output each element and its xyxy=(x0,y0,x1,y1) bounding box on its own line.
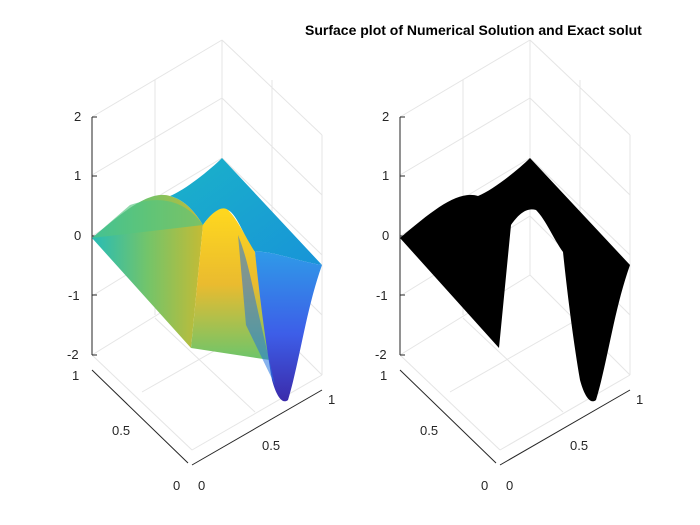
surface-exact xyxy=(400,158,630,402)
z-tick-label: -1 xyxy=(376,288,388,303)
y-tick-label: 0.5 xyxy=(420,423,438,438)
y-tick-label: 0 xyxy=(173,478,180,493)
z-tick-label: 1 xyxy=(382,168,389,183)
x-tick-label: 0.5 xyxy=(262,438,280,453)
right-axes: 2 1 0 -1 -2 1 0.5 0 0 0.5 1 xyxy=(375,39,643,493)
y-tick-label: 1 xyxy=(380,368,387,383)
z-tick-label: 2 xyxy=(382,109,389,124)
z-tick-label: 2 xyxy=(74,109,81,124)
z-tick-label: 1 xyxy=(74,168,81,183)
z-tick-label: -2 xyxy=(67,347,79,362)
left-axes: 2 1 0 -1 -2 1 0.5 0 0 0.5 1 xyxy=(67,39,335,493)
z-tick-label: -1 xyxy=(68,288,80,303)
x-tick-label: 0.5 xyxy=(570,438,588,453)
chart-title: Surface plot of Numerical Solution and E… xyxy=(305,22,642,38)
surface-numerical xyxy=(92,158,322,402)
z-tick-label: 0 xyxy=(74,228,81,243)
x-tick-label: 1 xyxy=(328,392,335,407)
y-tick-label: 0 xyxy=(481,478,488,493)
z-tick-label: 0 xyxy=(382,228,389,243)
z-tick-label: -2 xyxy=(375,347,387,362)
x-tick-label: 0 xyxy=(198,478,205,493)
y-tick-label: 0.5 xyxy=(112,423,130,438)
y-tick-label: 1 xyxy=(72,368,79,383)
x-tick-label: 1 xyxy=(636,392,643,407)
x-tick-label: 0 xyxy=(506,478,513,493)
